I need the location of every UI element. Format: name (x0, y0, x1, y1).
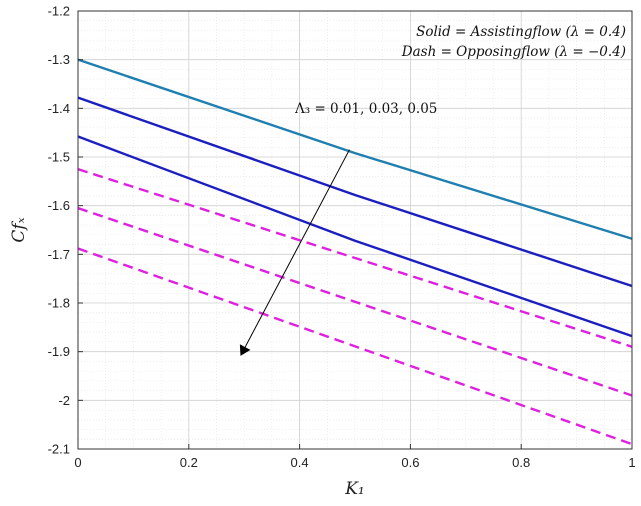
x-tick-label: 0.2 (180, 455, 198, 470)
series-line-4 (77, 168, 633, 348)
x-tick-label: 0.4 (291, 455, 309, 470)
y-tick-label: -1.7 (48, 247, 70, 262)
annotation-label: Λ₃ = 0.01, 0.03, 0.05 (294, 101, 437, 117)
y-tick-label: -1.9 (48, 344, 70, 359)
x-axis-label: K₁ (344, 479, 365, 499)
series-line-5 (77, 206, 633, 397)
series-line-3 (77, 135, 633, 338)
y-tick-label: -1.8 (48, 296, 70, 311)
x-tick-label: 0.6 (401, 455, 419, 470)
series-group (77, 58, 633, 446)
y-tick-label: -1.4 (48, 101, 70, 116)
y-tick-label: -1.5 (48, 150, 70, 165)
y-tick-label: -1.2 (48, 4, 70, 19)
tick-labels: 0 0.2 0.4 0.6 0.8 1 -2.1 -2 -1.9 -1.8 -1.7 -1.6 -1.5… (48, 4, 636, 471)
x-tick-label: 0 (74, 455, 81, 470)
y-tick-label: -1.3 (48, 52, 70, 67)
y-tick-label: -2.1 (48, 442, 70, 457)
legend-line-dash: Dash = Opposingflow (λ = −0.4) (401, 44, 626, 60)
y-axis-label: Cfₓ (9, 217, 29, 242)
x-tick-label: 0.8 (512, 455, 530, 470)
y-tick-label: -1.6 (48, 198, 70, 213)
series-line-6 (77, 247, 633, 446)
x-tick-label: 1 (628, 455, 635, 470)
legend-line-solid: Solid = Assistingflow (λ = 0.4) (416, 24, 626, 40)
series-line-2 (77, 96, 633, 288)
y-tick-label: -2 (58, 393, 70, 408)
annotation-arrow (239, 149, 350, 356)
legend: Solid = Assistingflow (λ = 0.4) Dash = O… (401, 24, 626, 60)
series-line-1 (77, 58, 633, 240)
plot-frame (77, 10, 633, 450)
